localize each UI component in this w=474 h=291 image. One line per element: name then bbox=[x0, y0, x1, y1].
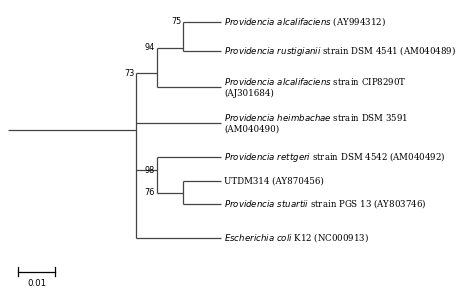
Text: $\it{Providencia\ alcalifaciens}$ strain CIP8290T
(AJ301684): $\it{Providencia\ alcalifaciens}$ strain… bbox=[224, 76, 407, 98]
Text: 0.01: 0.01 bbox=[27, 279, 46, 288]
Text: UTDM314 (AY870456): UTDM314 (AY870456) bbox=[224, 177, 324, 186]
Text: $\it{Providencia\ rettgeri}$ strain DSM 4542 (AM040492): $\it{Providencia\ rettgeri}$ strain DSM … bbox=[224, 150, 446, 164]
Text: $\it{Escherichia\ coli}$ K12 (NC000913): $\it{Escherichia\ coli}$ K12 (NC000913) bbox=[224, 231, 369, 244]
Text: $\it{Providencia\ rustigianii}$ strain DSM 4541 (AM040489): $\it{Providencia\ rustigianii}$ strain D… bbox=[224, 44, 456, 58]
Text: 75: 75 bbox=[172, 17, 182, 26]
Text: $\it{Providencia\ stuartii}$ strain PGS 13 (AY803746): $\it{Providencia\ stuartii}$ strain PGS … bbox=[224, 198, 426, 210]
Text: 98: 98 bbox=[145, 166, 155, 175]
Text: 76: 76 bbox=[145, 188, 155, 197]
Text: 73: 73 bbox=[124, 69, 135, 78]
Text: $\it{Providencia\ alcalifaciens}$ (AY994312): $\it{Providencia\ alcalifaciens}$ (AY994… bbox=[224, 15, 386, 28]
Text: 94: 94 bbox=[145, 43, 155, 52]
Text: $\it{Providencia\ heimbachae}$ strain DSM 3591
(AM040490): $\it{Providencia\ heimbachae}$ strain DS… bbox=[224, 112, 408, 134]
